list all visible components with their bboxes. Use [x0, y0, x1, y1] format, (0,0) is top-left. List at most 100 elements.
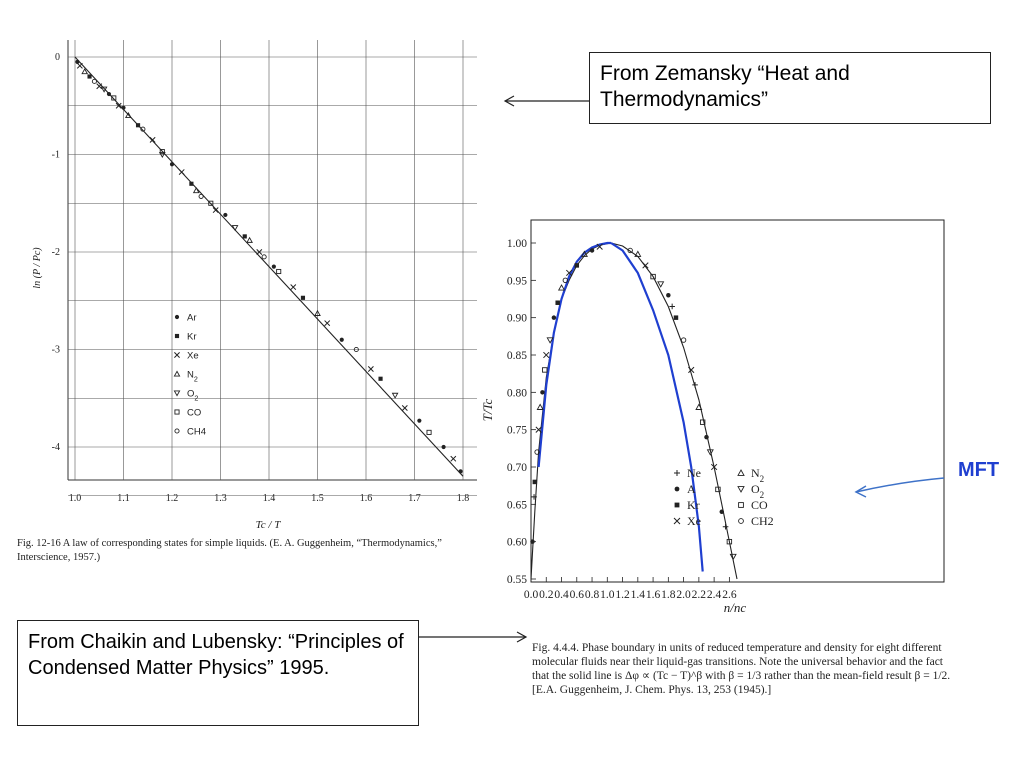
left-data-point	[149, 136, 156, 143]
left-x-tick-label: 1.5	[311, 493, 324, 504]
left-data-point	[290, 284, 297, 291]
right-x-axis-label: n/nc	[724, 600, 747, 615]
right-x-tick-label: 2.0	[676, 589, 691, 601]
left-data-point	[458, 469, 463, 474]
left-data-point	[140, 126, 146, 132]
right-data-point	[699, 419, 706, 425]
right-data-point	[688, 366, 695, 374]
right-fit-curve-right	[610, 242, 738, 580]
right-y-tick-label: 1.00	[507, 238, 527, 250]
left-y-tick-label: -4	[52, 442, 60, 453]
right-y-tick-label: 0.80	[507, 387, 527, 399]
left-data-point	[367, 366, 374, 372]
right-data-point	[634, 250, 642, 257]
left-data-point	[300, 295, 306, 300]
right-data-point	[710, 463, 718, 471]
right-y-tick-label: 0.85	[507, 350, 527, 362]
right-data-point	[719, 509, 724, 515]
left-data-point	[256, 249, 263, 255]
left-x-axis-label: Tc / T	[256, 519, 282, 531]
right-legend-marker	[738, 518, 744, 524]
left-figure-caption: Fig. 12-16 A law of corresponding states…	[17, 538, 442, 563]
right-data-point	[531, 494, 537, 500]
left-data-point	[261, 254, 267, 260]
right-data-point	[535, 426, 542, 433]
left-x-tick-label: 1.4	[263, 493, 276, 504]
left-y-tick-label: 0	[55, 52, 60, 63]
right-data-point	[562, 277, 569, 284]
left-data-point	[276, 268, 282, 275]
right-y-tick-label: 0.75	[507, 425, 527, 437]
right-x-tick-label: 0.2	[539, 589, 554, 601]
right-x-tick-label: 1.4	[631, 589, 646, 601]
left-x-tick-label: 1.8	[457, 493, 470, 504]
right-legend-label: CO	[751, 498, 768, 512]
right-data-point	[722, 523, 729, 530]
right-x-tick-label: 1.0	[600, 589, 615, 601]
right-data-point	[673, 315, 679, 320]
right-data-point	[574, 263, 580, 268]
right-data-point	[692, 382, 698, 388]
left-data-point	[106, 91, 112, 97]
left-data-point	[314, 309, 321, 316]
left-data-point	[96, 83, 103, 90]
right-legend-label: Kr	[687, 498, 700, 512]
left-x-tick-label: 1.7	[408, 493, 421, 504]
left-data-point	[231, 225, 239, 232]
right-y-axis-label: T/Tc	[480, 398, 495, 421]
left-data-point	[339, 337, 344, 342]
right-legend-label: A	[687, 482, 696, 496]
right-legend-marker	[674, 486, 680, 492]
left-legend-marker	[174, 428, 180, 434]
right-data-point	[695, 403, 703, 410]
left-legend-label: Ar	[187, 313, 197, 324]
right-data-point	[657, 281, 665, 288]
left-data-point	[100, 86, 108, 93]
left-legend-marker	[174, 333, 180, 339]
right-legend-marker	[737, 486, 745, 493]
right-legend-label: Ne	[687, 466, 701, 480]
left-data-point	[450, 455, 457, 462]
left-data-point	[135, 123, 141, 128]
left-data-point	[246, 236, 253, 243]
right-data-point	[546, 337, 554, 344]
right-y-tick-label: 0.95	[507, 275, 527, 287]
mft-label: MFT	[958, 459, 1000, 481]
right-x-tick-label: 0.4	[554, 589, 569, 601]
right-chart: 0.0 0.2 0.4 0.6 0.8 1.0 1.2 1.4 1.6 1.8 2.0 2.2 2.4 2…	[480, 219, 945, 615]
right-data-point	[642, 262, 649, 269]
right-legend-marker	[674, 470, 680, 476]
left-data-point	[401, 405, 408, 411]
left-data-point	[76, 62, 83, 69]
left-data-point	[378, 376, 383, 381]
right-data-point	[532, 479, 538, 485]
right-data-point	[557, 284, 566, 291]
bottom-arrow-head	[516, 631, 528, 643]
left-x-tick-label: 1.1	[117, 493, 130, 504]
left-data-point	[178, 169, 185, 176]
right-data-point	[666, 293, 671, 298]
right-data-point	[534, 449, 540, 455]
left-data-point	[426, 429, 432, 435]
left-y-tick-label: -3	[52, 345, 60, 356]
annotation-arrows	[419, 95, 945, 643]
right-x-tick-label: 2.4	[707, 589, 722, 601]
mft-curve-left	[537, 241, 612, 468]
right-data-point	[565, 269, 573, 277]
left-legend-label: Xe	[187, 351, 199, 362]
right-legend-marker	[674, 502, 680, 508]
right-data-point	[706, 449, 714, 456]
right-legend-label: CH2	[751, 514, 774, 528]
left-data-point	[169, 162, 175, 167]
left-x-tick-label: 1.6	[360, 493, 373, 504]
right-legend-label: N2	[751, 466, 764, 484]
left-legend-label: CO	[187, 408, 201, 419]
left-data-point	[417, 418, 422, 423]
right-data-point	[580, 250, 588, 257]
left-data-point	[75, 59, 80, 64]
right-plot-frame	[530, 219, 945, 583]
right-data-point	[680, 337, 687, 343]
right-x-tick-label: 1.6	[646, 589, 661, 601]
left-x-tick-label: 1.2	[166, 493, 179, 504]
left-y-tick-label: -1	[52, 150, 60, 161]
